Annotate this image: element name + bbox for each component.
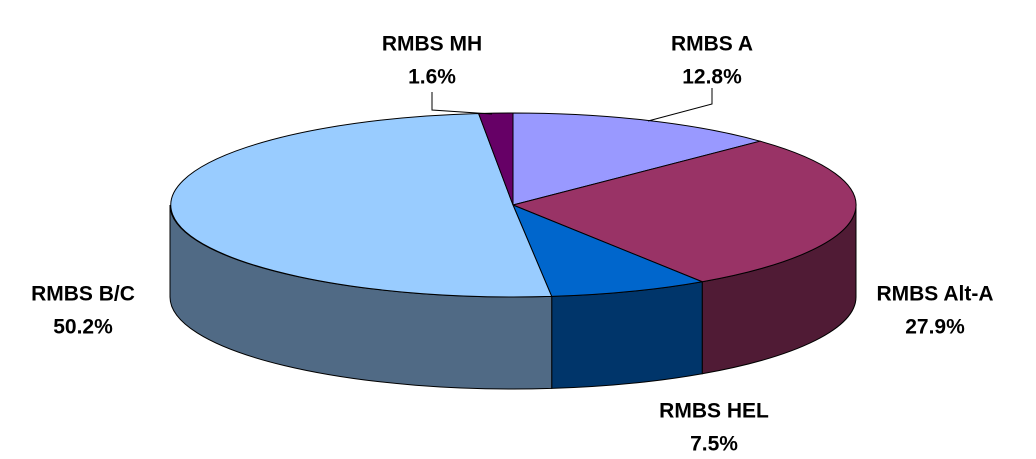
value-label: 12.8%	[682, 66, 742, 89]
tops	[170, 112, 857, 298]
slice	[170, 112, 553, 298]
slice-label: RMBS A	[671, 33, 753, 56]
value-label: 1.6%	[408, 66, 456, 89]
labels: RMBS A 12.8% RMBS Alt-A 27.9% RMBS HEL 7.5% RM…	[31, 33, 993, 456]
slice	[511, 140, 857, 283]
value-label: 27.9%	[905, 316, 965, 339]
leader-line	[431, 92, 493, 115]
slice-label: RMBS Alt-A	[876, 283, 993, 306]
slice	[512, 112, 762, 206]
value-label: 7.5%	[690, 433, 738, 456]
slice	[512, 204, 705, 297]
slice-side	[551, 281, 703, 389]
slice-label: RMBS B/C	[31, 283, 135, 306]
walls	[169, 204, 857, 390]
value-label: 50.2%	[53, 316, 113, 339]
slice-label: RMBS HEL	[659, 400, 769, 423]
leader-line	[647, 88, 713, 122]
slice-label: RMBS MH	[382, 33, 482, 56]
